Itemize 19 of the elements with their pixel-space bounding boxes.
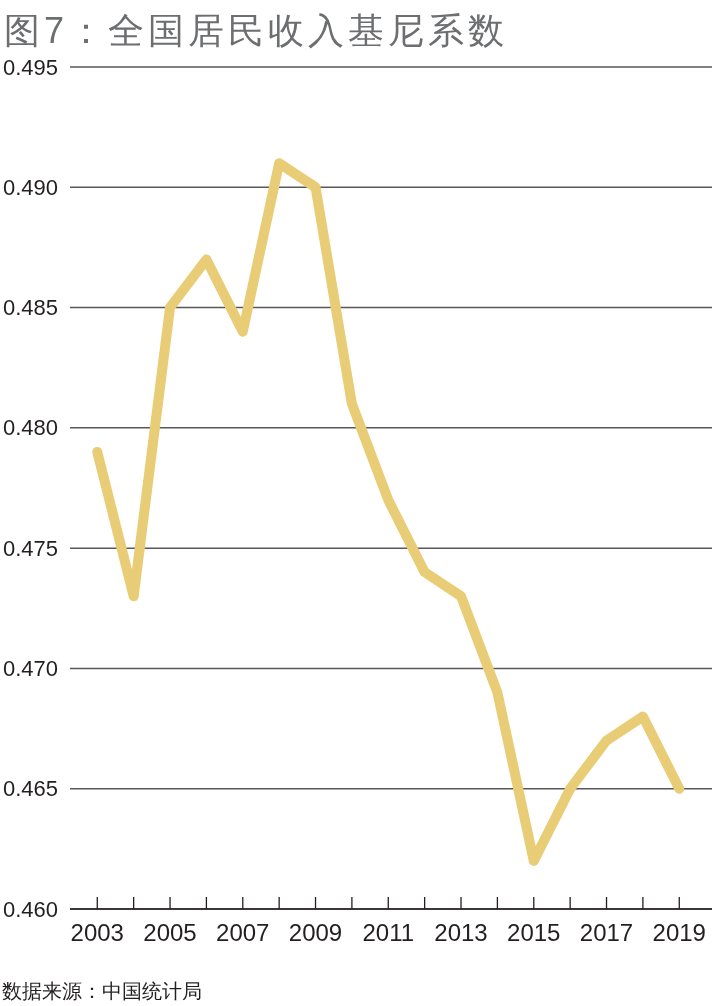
ytick-label: 0.465 [2,776,58,802]
xtick-label: 2019 [652,918,706,946]
xtick-label: 2007 [216,918,270,946]
ytick-label: 0.470 [2,655,58,681]
ytick-label: 0.460 [2,896,58,922]
xtick-label: 2015 [507,918,561,946]
ytick-label: 0.490 [2,174,58,200]
title: 图7：全国居民收入基尼系数 [4,10,509,51]
ytick-label: 0.495 [2,54,58,80]
ytick-label: 0.480 [2,415,58,441]
xtick-label: 2013 [434,918,488,946]
ytick-label: 0.475 [2,535,58,561]
annotation: 数据来源：中国统计局 [2,980,202,1002]
ytick-label: 0.485 [2,295,58,321]
xtick-label: 2005 [143,918,197,946]
xtick-label: 2017 [579,918,634,946]
xtick-label: 2011 [362,918,415,946]
xtick-label: 2003 [70,918,124,946]
xtick-label: 2009 [288,918,343,946]
